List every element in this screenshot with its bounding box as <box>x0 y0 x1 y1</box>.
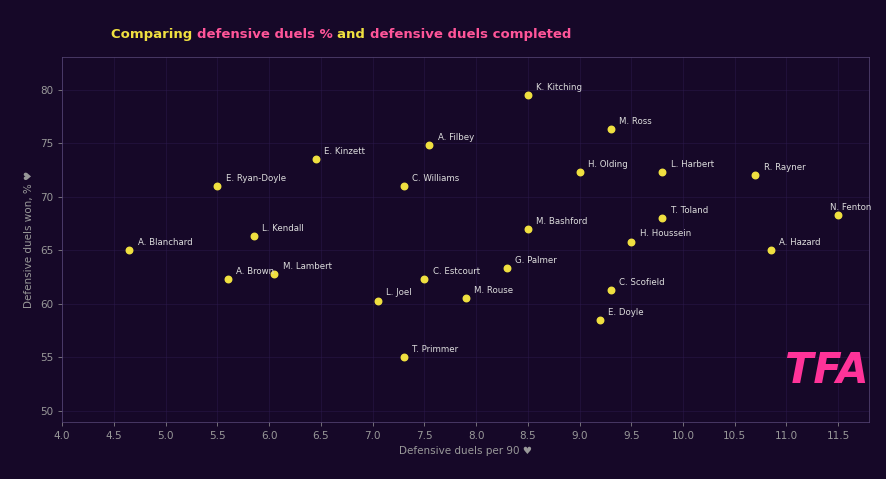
Point <box>763 246 777 254</box>
Point <box>458 295 472 302</box>
Point <box>422 141 436 149</box>
Text: Comparing: Comparing <box>111 28 197 41</box>
Text: A. Blanchard: A. Blanchard <box>137 238 192 247</box>
Text: E. Kinzett: E. Kinzett <box>323 147 364 156</box>
Point <box>602 286 617 294</box>
Text: A. Hazard: A. Hazard <box>778 238 820 247</box>
Point <box>210 182 224 190</box>
Point <box>520 225 534 233</box>
Text: C. Scofield: C. Scofield <box>618 278 664 286</box>
Text: R. Rayner: R. Rayner <box>763 163 804 172</box>
Text: K. Kitching: K. Kitching <box>535 83 581 92</box>
Point <box>416 275 431 283</box>
Text: G. Palmer: G. Palmer <box>515 256 556 265</box>
Point <box>593 316 607 324</box>
Text: N. Fenton: N. Fenton <box>829 203 870 212</box>
Point <box>602 125 617 133</box>
Text: C. Williams: C. Williams <box>411 174 459 183</box>
Text: M. Bashford: M. Bashford <box>535 217 587 226</box>
Text: M. Lambert: M. Lambert <box>282 262 331 271</box>
Text: L. Kendall: L. Kendall <box>261 224 303 233</box>
Point <box>370 297 385 304</box>
Text: TFA: TFA <box>783 351 867 392</box>
X-axis label: Defensive duels per 90 ♥: Defensive duels per 90 ♥ <box>399 446 532 456</box>
Point <box>624 238 638 245</box>
Text: T. Primmer: T. Primmer <box>411 345 457 354</box>
Text: L. Joel: L. Joel <box>385 288 411 297</box>
Point <box>748 171 762 179</box>
Point <box>500 264 514 272</box>
Point <box>308 155 323 163</box>
Text: A. Filbey: A. Filbey <box>438 133 473 142</box>
Text: H. Olding: H. Olding <box>587 160 626 169</box>
Y-axis label: Defensive duels won, % ♥: Defensive duels won, % ♥ <box>24 171 35 308</box>
Text: defensive duels completed: defensive duels completed <box>369 28 571 41</box>
Text: C. Estcourt: C. Estcourt <box>432 267 479 276</box>
Text: defensive duels %: defensive duels % <box>197 28 337 41</box>
Point <box>655 168 669 176</box>
Point <box>122 246 136 254</box>
Text: M. Ross: M. Ross <box>618 117 651 126</box>
Point <box>221 275 235 283</box>
Point <box>830 211 844 219</box>
Point <box>396 182 410 190</box>
Text: M. Rouse: M. Rouse <box>473 286 512 295</box>
Text: E. Ryan-Doyle: E. Ryan-Doyle <box>225 174 285 183</box>
Point <box>520 91 534 99</box>
Text: H. Houssein: H. Houssein <box>639 229 690 239</box>
Text: and: and <box>337 28 369 41</box>
Text: T. Toland: T. Toland <box>670 206 707 215</box>
Point <box>267 270 281 278</box>
Point <box>571 168 586 176</box>
Point <box>396 354 410 361</box>
Text: A. Brown: A. Brown <box>236 267 274 276</box>
Point <box>246 232 260 240</box>
Point <box>655 214 669 222</box>
Text: E. Doyle: E. Doyle <box>608 308 643 317</box>
Text: L. Harbert: L. Harbert <box>670 160 713 169</box>
